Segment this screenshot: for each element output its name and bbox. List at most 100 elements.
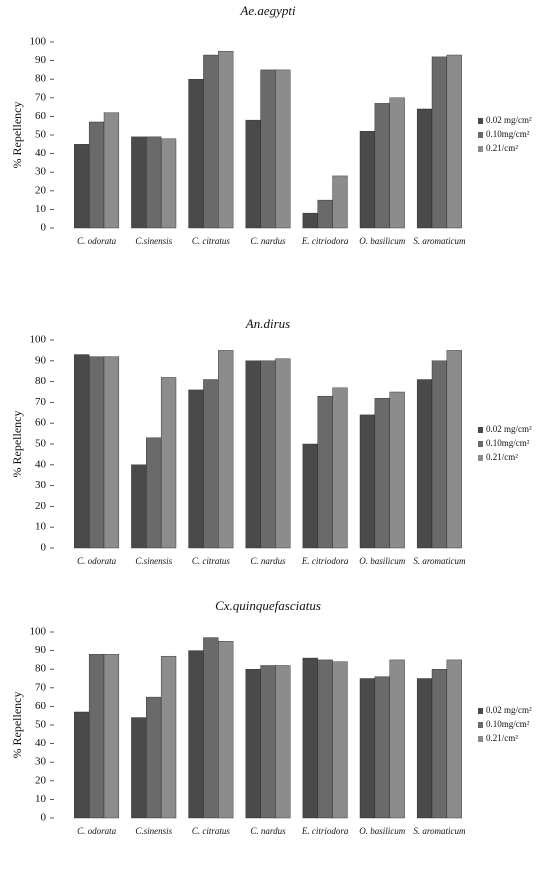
x-tick-label: C. odorata bbox=[77, 826, 117, 836]
bar bbox=[446, 350, 462, 549]
bar bbox=[245, 119, 261, 229]
bar bbox=[416, 379, 433, 549]
bar bbox=[374, 103, 390, 229]
bar bbox=[160, 138, 177, 229]
bar bbox=[275, 358, 291, 549]
y-tick-label: 10 bbox=[35, 793, 47, 805]
y-tick-label: 100 bbox=[30, 36, 47, 48]
x-tick-label: C.sinensis bbox=[135, 236, 172, 246]
bar bbox=[160, 377, 177, 549]
y-tick-label: 40 bbox=[35, 147, 47, 159]
bar bbox=[389, 391, 405, 549]
bar bbox=[332, 661, 348, 819]
x-tick-label: S. aromaticum bbox=[413, 236, 466, 246]
chart-title: An.dirus bbox=[245, 316, 290, 331]
bar bbox=[275, 665, 291, 819]
bar bbox=[446, 54, 462, 229]
x-tick-label: S. aromaticum bbox=[413, 826, 466, 836]
y-tick-label: 60 bbox=[35, 417, 47, 429]
y-tick-label: 30 bbox=[35, 166, 47, 178]
legend-swatch bbox=[478, 427, 483, 433]
bar bbox=[374, 676, 390, 819]
bar bbox=[317, 395, 333, 549]
bar bbox=[359, 414, 376, 549]
legend-label: 0.10mg/cm² bbox=[486, 719, 530, 729]
bar bbox=[218, 350, 234, 549]
y-axis-label: % Repellency bbox=[10, 411, 24, 478]
bar bbox=[389, 659, 405, 819]
bar bbox=[131, 136, 147, 229]
bar bbox=[88, 121, 105, 229]
y-tick-label: 0 bbox=[41, 222, 47, 234]
bar bbox=[74, 711, 90, 819]
bar bbox=[332, 175, 348, 229]
y-tick-label: 0 bbox=[41, 812, 47, 824]
x-tick-label: E. citriodora bbox=[301, 236, 349, 246]
legend-swatch bbox=[478, 132, 483, 138]
bar bbox=[188, 389, 204, 549]
y-tick-label: 20 bbox=[35, 184, 47, 196]
y-tick-label: 30 bbox=[35, 756, 47, 768]
y-tick-label: 10 bbox=[35, 521, 47, 533]
x-tick-label: C. nardus bbox=[250, 826, 286, 836]
bar bbox=[359, 131, 376, 229]
y-tick-label: 50 bbox=[35, 719, 47, 731]
x-tick-label: C. citratus bbox=[192, 826, 231, 836]
legend-swatch bbox=[478, 455, 483, 461]
legend-swatch bbox=[478, 736, 483, 742]
bar bbox=[317, 199, 333, 229]
bar bbox=[160, 655, 177, 819]
bar bbox=[275, 69, 291, 229]
y-tick-label: 50 bbox=[35, 438, 47, 450]
bar bbox=[88, 356, 105, 549]
y-tick-label: 90 bbox=[35, 354, 47, 366]
y-axis-label: % Repellency bbox=[10, 102, 24, 169]
y-tick-label: 60 bbox=[35, 110, 47, 122]
bar bbox=[302, 443, 318, 549]
bar bbox=[260, 665, 276, 819]
y-tick-label: 20 bbox=[35, 774, 47, 786]
bar bbox=[131, 464, 147, 549]
bar bbox=[446, 659, 462, 819]
bar bbox=[317, 659, 333, 819]
legend-swatch bbox=[478, 118, 483, 124]
bar bbox=[359, 678, 376, 819]
bar bbox=[146, 437, 162, 549]
y-tick-label: 80 bbox=[35, 375, 47, 387]
y-tick-label: 80 bbox=[35, 663, 47, 675]
legend-swatch bbox=[478, 441, 483, 447]
bar bbox=[431, 56, 448, 229]
y-tick-label: 70 bbox=[35, 396, 47, 408]
bar bbox=[103, 356, 120, 549]
y-tick-label: 0 bbox=[41, 542, 47, 554]
x-tick-label: E. citriodora bbox=[301, 556, 349, 566]
y-tick-label: 90 bbox=[35, 644, 47, 656]
bar bbox=[245, 669, 261, 819]
x-tick-label: C. citratus bbox=[192, 556, 231, 566]
bar bbox=[74, 144, 90, 229]
x-tick-label: S. aromaticum bbox=[413, 556, 466, 566]
bar bbox=[416, 108, 433, 229]
y-tick-label: 100 bbox=[30, 626, 47, 638]
bar bbox=[203, 637, 219, 819]
x-tick-label: O. basilicum bbox=[359, 236, 405, 246]
x-tick-label: O. basilicum bbox=[359, 826, 405, 836]
bar bbox=[431, 669, 448, 819]
x-tick-label: C.sinensis bbox=[135, 826, 172, 836]
y-tick-label: 70 bbox=[35, 91, 47, 103]
bar bbox=[203, 54, 219, 229]
bar bbox=[260, 360, 276, 549]
chart-title: Ae.aegypti bbox=[239, 3, 296, 18]
y-tick-label: 50 bbox=[35, 129, 47, 141]
x-tick-label: C. odorata bbox=[77, 556, 117, 566]
x-tick-label: C. odorata bbox=[77, 236, 117, 246]
legend-swatch bbox=[478, 708, 483, 714]
legend-swatch bbox=[478, 146, 483, 152]
bar bbox=[260, 69, 276, 229]
bar bbox=[416, 678, 433, 819]
y-tick-label: 20 bbox=[35, 500, 47, 512]
legend-label: 0.21/cm² bbox=[486, 143, 518, 153]
y-tick-label: 90 bbox=[35, 54, 47, 66]
bar bbox=[302, 212, 318, 229]
y-tick-label: 100 bbox=[30, 334, 47, 346]
